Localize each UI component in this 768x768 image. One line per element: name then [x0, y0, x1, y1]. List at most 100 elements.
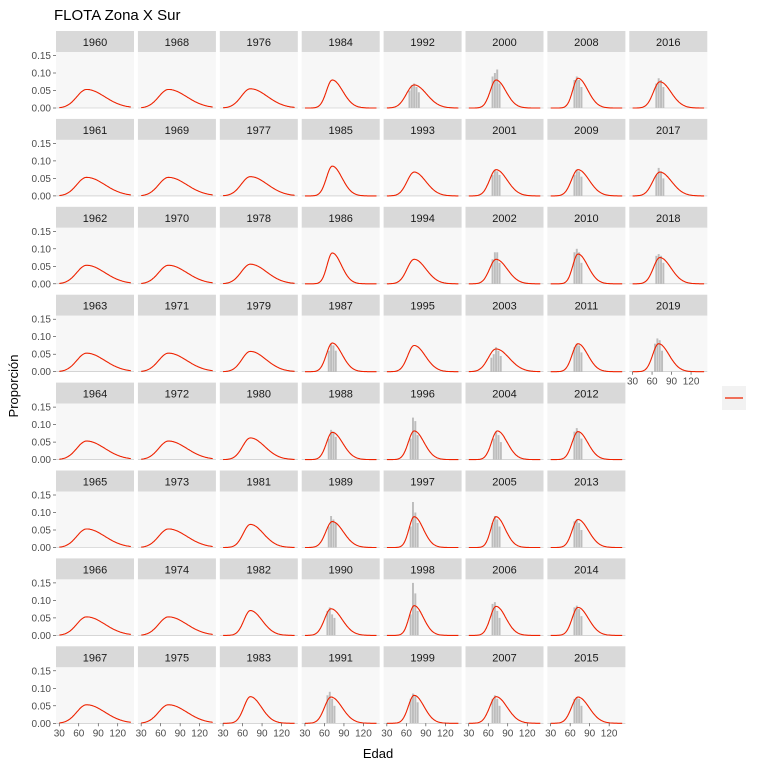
- facet-strip: [219, 470, 298, 492]
- y-axis-title: Proporción: [6, 355, 21, 418]
- histogram-bar: [417, 92, 420, 108]
- y-tick-label: 0.10: [32, 508, 52, 519]
- histogram-bar: [498, 526, 501, 548]
- histogram-bar: [580, 616, 583, 636]
- histogram-bar: [575, 76, 578, 108]
- y-tick-label: 0.15: [32, 315, 52, 326]
- histogram-bar: [575, 343, 578, 372]
- panel-background: [465, 315, 544, 372]
- y-tick-label: 0.10: [32, 156, 52, 167]
- facet-strip: [137, 31, 216, 52]
- fit-curve: [468, 169, 541, 197]
- facet-strip-label: 2010: [574, 213, 598, 225]
- facet-strip-label: 1965: [83, 477, 107, 489]
- histogram-bar: [328, 691, 331, 724]
- facet-strip-label: 2002: [492, 213, 516, 225]
- fit-curve: [223, 610, 295, 636]
- facet-panel: 1966 0.00 0.05 0.10 0.15: [32, 558, 134, 642]
- x-tick-label: 90: [666, 377, 678, 388]
- histogram-bar: [580, 87, 583, 108]
- panel-background: [56, 227, 134, 284]
- facet-panel: 1989: [301, 470, 380, 549]
- histogram-bar: [493, 516, 496, 548]
- panel-background: [137, 403, 216, 460]
- facet-panel: 2013: [547, 470, 626, 549]
- facet-panel: 1981: [219, 470, 298, 549]
- panel-background: [547, 403, 626, 460]
- histogram-bar: [578, 609, 581, 636]
- histogram-bar: [580, 176, 583, 196]
- facet-panel: 1980: [219, 382, 298, 461]
- histogram-bar: [496, 171, 499, 196]
- facet-panel: 1979: [219, 294, 298, 373]
- facet-strip: [629, 118, 708, 140]
- facet-strip: [219, 382, 298, 404]
- x-tick-label: 120: [191, 728, 208, 739]
- facet-panel: 2003: [465, 294, 544, 373]
- histogram-bar: [573, 431, 576, 460]
- panel-background: [219, 403, 298, 460]
- facet-panel: 1965 0.00 0.05 0.10 0.15: [32, 470, 134, 554]
- facet-strip-label: 1979: [247, 301, 271, 313]
- facet-panel: 2008: [547, 31, 626, 109]
- histogram-bar: [416, 610, 419, 636]
- facet-strip-label: 1961: [83, 125, 107, 137]
- facet-strip-label: 1968: [165, 37, 189, 49]
- panel-background: [547, 139, 626, 196]
- x-tick-label: 60: [155, 728, 167, 739]
- facet-strip: [301, 294, 380, 316]
- fit-curve: [223, 176, 295, 197]
- panel-background: [219, 667, 298, 724]
- panel-background: [547, 579, 626, 636]
- histogram-bar: [495, 431, 498, 460]
- fit-curve: [386, 516, 459, 549]
- histogram-bar: [491, 76, 494, 108]
- histogram-bar: [491, 523, 494, 548]
- panel-background: [465, 52, 544, 108]
- facet-strip: [383, 470, 462, 492]
- histogram-bar: [327, 350, 330, 372]
- histogram-bar: [580, 352, 583, 372]
- histogram-bar: [573, 174, 576, 196]
- histogram-bar: [490, 357, 493, 372]
- histogram-bar: [492, 438, 495, 460]
- histogram-bar: [498, 705, 501, 724]
- facet-strip: [219, 294, 298, 316]
- fit-curve: [141, 704, 213, 724]
- panel-background: [219, 139, 298, 196]
- panel-background: [56, 491, 134, 548]
- histogram-bar: [415, 87, 418, 108]
- facet-strip: [301, 646, 380, 668]
- y-tick-label: 0.15: [32, 491, 52, 502]
- facet-strip-label: 1964: [83, 389, 107, 401]
- y-tick-label: 0.10: [32, 244, 52, 255]
- facet-strip: [56, 294, 134, 316]
- histogram-bar: [498, 617, 501, 636]
- facet-panel: 1963 0.00 0.05 0.10 0.15: [32, 294, 134, 378]
- histogram-bar: [416, 702, 419, 724]
- fit-curve: [386, 171, 459, 197]
- panel-background: [629, 227, 708, 284]
- histogram-bar: [657, 78, 660, 108]
- fit-curve: [550, 343, 623, 373]
- fit-curve: [59, 88, 131, 109]
- histogram-bar: [662, 262, 665, 284]
- histogram-bar: [332, 519, 335, 548]
- facet-panel: 1998: [383, 558, 462, 636]
- facet-panel: 1988: [301, 382, 380, 461]
- histogram-bar: [491, 603, 494, 636]
- panel-background: [301, 667, 380, 724]
- y-tick-label: 0.10: [32, 420, 52, 431]
- facet-strip-label: 1983: [247, 652, 271, 664]
- facet-strip-label: 1981: [247, 477, 271, 489]
- facet-panel: 2014: [547, 558, 626, 636]
- facet-panel: 1984: [301, 31, 380, 109]
- x-tick-label: 30: [217, 728, 229, 739]
- fit-curve: [223, 88, 295, 109]
- facet-strip: [383, 646, 462, 668]
- facet-strip-label: 1996: [410, 389, 434, 401]
- histogram-bar: [575, 428, 578, 460]
- fit-curve: [468, 605, 541, 636]
- y-tick-label: 0.10: [32, 596, 52, 607]
